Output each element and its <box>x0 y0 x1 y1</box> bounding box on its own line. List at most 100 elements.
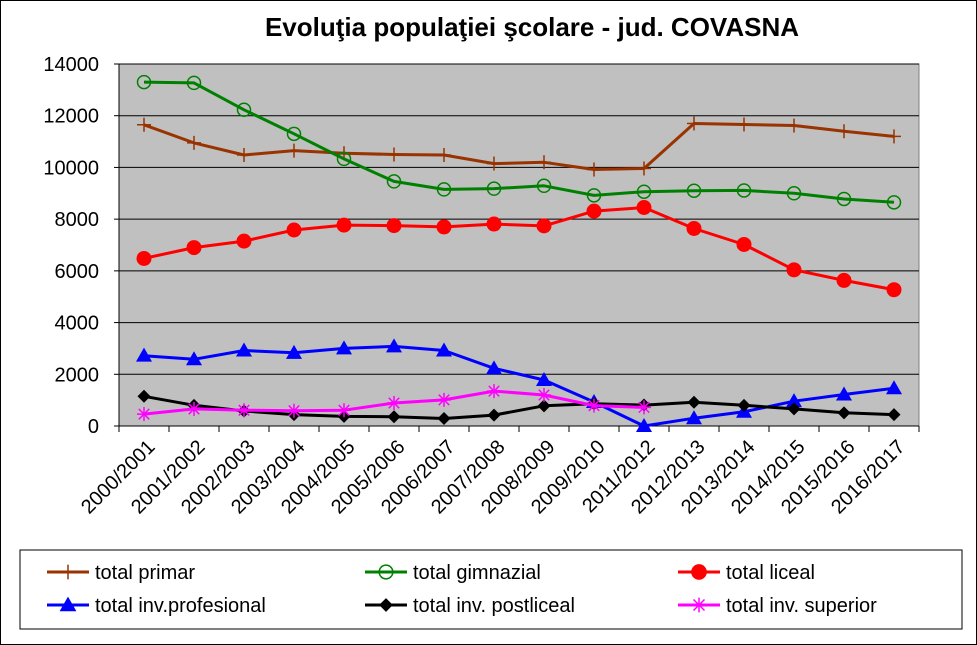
y-tick-label: 4000 <box>55 313 100 335</box>
legend-item: total gimnazial <box>365 562 541 584</box>
data-point <box>437 148 451 163</box>
data-point <box>286 222 302 238</box>
y-tick-label: 6000 <box>55 261 100 283</box>
data-point <box>486 216 502 232</box>
y-tick-label: 10000 <box>43 157 99 179</box>
data-point <box>287 143 301 158</box>
data-point <box>487 384 501 399</box>
data-point <box>486 181 502 196</box>
data-point <box>586 203 602 219</box>
data-point <box>636 200 652 216</box>
data-point <box>587 162 601 177</box>
data-point <box>379 598 393 612</box>
data-point <box>786 393 802 408</box>
data-point <box>836 272 852 288</box>
data-point <box>137 407 151 422</box>
y-tick-label: 12000 <box>43 106 99 128</box>
data-point <box>386 174 402 189</box>
data-point <box>187 135 201 150</box>
series-total-primar <box>137 116 901 177</box>
data-point <box>137 389 151 403</box>
data-point <box>287 403 301 418</box>
y-tick-label: 14000 <box>43 54 99 76</box>
series-line <box>143 122 895 171</box>
y-tick-label: 0 <box>88 416 99 438</box>
data-point <box>536 371 552 386</box>
data-point <box>837 406 851 420</box>
data-point <box>436 219 452 235</box>
data-point <box>336 217 352 233</box>
data-point <box>586 188 602 203</box>
y-tick-label: 8000 <box>55 209 100 231</box>
data-point <box>236 342 252 357</box>
data-point <box>137 117 151 132</box>
data-point <box>336 151 352 167</box>
data-point <box>691 564 707 580</box>
data-point <box>236 102 252 118</box>
data-point <box>387 147 401 162</box>
series-total-inv-superior <box>137 384 651 422</box>
data-point <box>787 402 801 416</box>
legend-label: total inv.profesional <box>95 595 266 617</box>
series-total-liceal <box>136 200 902 298</box>
data-point <box>186 75 202 91</box>
data-point <box>691 597 707 613</box>
data-point <box>637 400 651 415</box>
data-point <box>886 282 902 298</box>
legend-item: total liceal <box>678 562 815 584</box>
legend: total primar total gimnazial total liceal t… <box>47 562 877 617</box>
data-point <box>686 220 702 236</box>
data-point <box>136 347 152 362</box>
data-point <box>136 74 152 90</box>
series-line <box>143 394 895 420</box>
data-point <box>737 398 751 412</box>
data-point <box>536 178 552 194</box>
data-point <box>237 403 251 418</box>
series-layer <box>136 74 902 432</box>
legend-label: total inv. superior <box>726 595 877 617</box>
data-point <box>486 360 502 375</box>
y-tick-label: 2000 <box>55 364 100 386</box>
data-point <box>636 184 652 199</box>
data-point <box>387 395 401 410</box>
data-point <box>836 386 852 401</box>
chart-title: Evoluţia populaţiei şcolare - jud. COVAS… <box>265 12 799 42</box>
data-point <box>436 342 452 357</box>
data-point <box>387 410 401 424</box>
data-point <box>637 161 651 176</box>
data-point <box>437 392 451 407</box>
data-point <box>286 126 302 142</box>
data-point <box>60 564 76 580</box>
legend-box <box>19 549 963 630</box>
data-point <box>59 596 77 612</box>
data-point <box>186 351 202 366</box>
data-point <box>237 148 251 163</box>
data-point <box>587 398 601 413</box>
series-line <box>143 80 895 204</box>
data-point <box>386 338 402 353</box>
data-point <box>436 182 452 197</box>
data-point <box>736 183 752 198</box>
gridlines <box>119 63 919 375</box>
data-point <box>286 344 302 359</box>
data-point <box>687 116 701 131</box>
data-point <box>836 191 852 207</box>
data-point <box>136 250 152 266</box>
data-point <box>786 262 802 278</box>
data-point <box>686 410 702 425</box>
data-point <box>886 380 902 395</box>
y-axis: 0 2000 4000 6000 8000 10000 12000 14000 <box>43 54 120 438</box>
x-axis: 2000/20012001/20022002/20032003/20042004… <box>77 425 920 518</box>
legend-label: total inv. postliceal <box>413 595 575 617</box>
series-line <box>143 206 895 292</box>
data-point <box>386 218 402 234</box>
data-point <box>537 399 551 413</box>
legend-label: total liceal <box>726 562 815 584</box>
data-point <box>787 118 801 133</box>
data-point <box>887 129 901 144</box>
data-point <box>186 240 202 256</box>
data-point <box>687 395 701 409</box>
legend-label: total gimnazial <box>413 562 541 584</box>
data-point <box>187 401 201 416</box>
